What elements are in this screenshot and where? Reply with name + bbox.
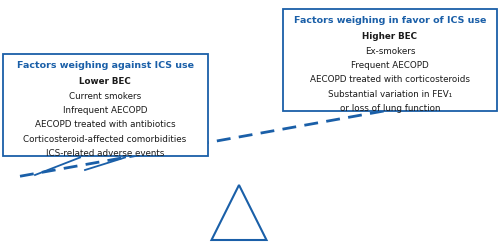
Text: Frequent AECOPD: Frequent AECOPD	[351, 61, 429, 70]
Text: Corticosteroid-affected comorbidities: Corticosteroid-affected comorbidities	[24, 134, 186, 143]
Text: Substantial variation in FEV₁: Substantial variation in FEV₁	[328, 90, 452, 98]
Text: Infrequent AECOPD: Infrequent AECOPD	[63, 106, 147, 115]
FancyBboxPatch shape	[2, 54, 208, 156]
Text: Current smokers: Current smokers	[69, 92, 141, 101]
Text: Higher BEC: Higher BEC	[362, 32, 418, 42]
FancyBboxPatch shape	[282, 9, 498, 111]
Text: ICS-related adverse events: ICS-related adverse events	[46, 149, 164, 158]
Text: Factors weighing against ICS use: Factors weighing against ICS use	[16, 61, 194, 70]
Text: or loss of lung function: or loss of lung function	[340, 104, 440, 113]
Text: AECOPD treated with antibiotics: AECOPD treated with antibiotics	[34, 120, 176, 129]
Text: Lower BEC: Lower BEC	[79, 78, 131, 86]
Text: AECOPD treated with corticosteroids: AECOPD treated with corticosteroids	[310, 75, 470, 84]
Text: Factors weighing in favor of ICS use: Factors weighing in favor of ICS use	[294, 16, 486, 25]
Text: Ex-smokers: Ex-smokers	[364, 47, 415, 56]
